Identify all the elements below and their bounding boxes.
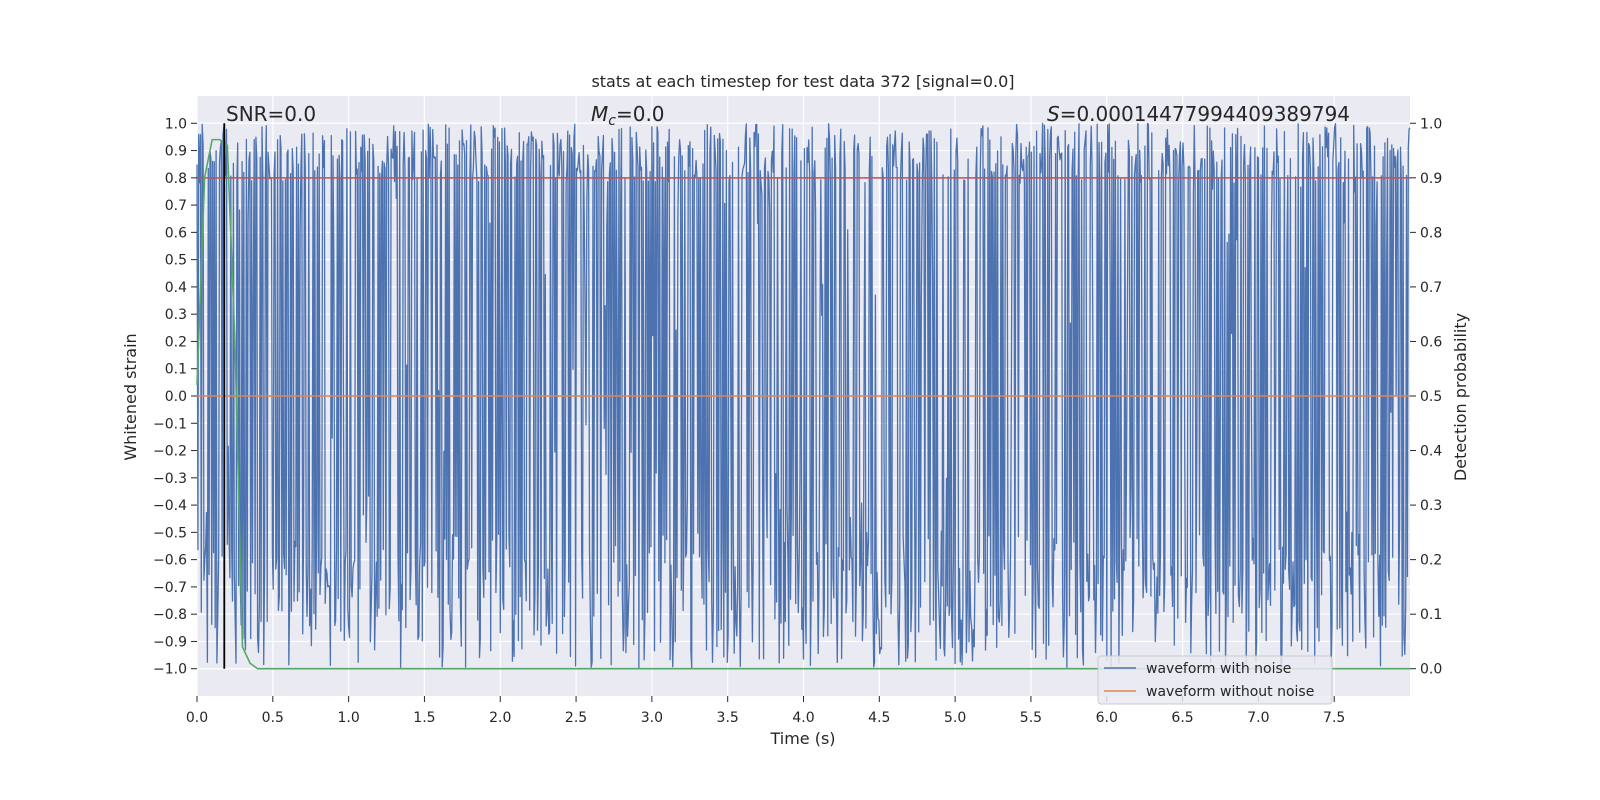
x-tick-label: 0.0 bbox=[186, 710, 208, 726]
x-tick-label: 4.5 bbox=[868, 710, 890, 726]
right-y-axis-ticks: 1.0 0.9 0.8 0.7 0.6 0.5 0.4 0.3 0.2 0.1 0.0 bbox=[1410, 116, 1442, 678]
plot-area bbox=[196, 96, 1411, 696]
left-y-axis-label: Whitened strain bbox=[121, 333, 140, 460]
y-tick-label: −0.3 bbox=[153, 471, 187, 487]
y-tick-label: 0.6 bbox=[165, 225, 187, 241]
annotation-s-value: S=0.00014477994409389794 bbox=[1047, 102, 1350, 126]
x-tick-label: 6.5 bbox=[1171, 710, 1193, 726]
y-tick-label: −0.8 bbox=[153, 607, 187, 623]
x-tick-label: 7.0 bbox=[1247, 710, 1269, 726]
right-y-tick-label: 0.2 bbox=[1420, 553, 1442, 569]
x-tick-label: 3.0 bbox=[641, 710, 663, 726]
legend-box bbox=[1097, 655, 1333, 705]
annotation-chirp-mass: Mc=0.0 bbox=[591, 102, 665, 129]
y-tick-label: 0.0 bbox=[165, 389, 187, 405]
y-tick-label: −0.5 bbox=[153, 525, 187, 541]
y-tick-label: 1.0 bbox=[165, 116, 187, 132]
y-tick-label: −0.9 bbox=[153, 634, 187, 650]
right-y-tick-label: 1.0 bbox=[1420, 116, 1442, 132]
x-tick-label: 7.5 bbox=[1323, 710, 1345, 726]
x-tick-label: 1.0 bbox=[337, 710, 359, 726]
x-tick-label: 5.5 bbox=[1020, 710, 1042, 726]
overlay-lines bbox=[196, 123, 1410, 670]
legend-label-clean: waveform without noise bbox=[1146, 684, 1314, 700]
y-tick-label: 0.5 bbox=[165, 253, 187, 269]
legend: waveform with noise waveform without noi… bbox=[1097, 655, 1333, 705]
y-tick-label: −0.2 bbox=[153, 444, 187, 460]
right-y-tick-label: 0.5 bbox=[1420, 389, 1442, 405]
right-y-tick-label: 0.7 bbox=[1420, 280, 1442, 296]
x-tick-label: 6.0 bbox=[1096, 710, 1118, 726]
right-y-tick-label: 0.6 bbox=[1420, 334, 1442, 350]
noise-waveform-line bbox=[196, 122, 1411, 670]
y-tick-label: 0.1 bbox=[165, 362, 187, 378]
x-tick-label: 2.0 bbox=[489, 710, 511, 726]
right-y-tick-label: 0.8 bbox=[1420, 225, 1442, 241]
annotation-snr: SNR=0.0 bbox=[226, 102, 316, 126]
chart-title: stats at each timestep for test data 372… bbox=[591, 72, 1014, 91]
y-tick-label: 0.3 bbox=[165, 307, 187, 323]
legend-label-noise: waveform with noise bbox=[1146, 661, 1291, 677]
right-y-tick-label: 0.4 bbox=[1420, 444, 1442, 460]
right-y-tick-label: 0.3 bbox=[1420, 498, 1442, 514]
x-tick-label: 4.0 bbox=[792, 710, 814, 726]
x-tick-label: 1.5 bbox=[413, 710, 435, 726]
x-tick-label: 5.0 bbox=[944, 710, 966, 726]
right-y-tick-label: 0.0 bbox=[1420, 662, 1442, 678]
y-tick-label: −0.6 bbox=[153, 553, 187, 569]
y-tick-label: 0.8 bbox=[165, 171, 187, 187]
right-y-tick-label: 0.1 bbox=[1420, 607, 1442, 623]
y-tick-label: 0.7 bbox=[165, 198, 187, 214]
y-tick-label: −0.7 bbox=[153, 580, 187, 596]
x-axis-ticks: 0.0 0.5 1.0 1.5 2.0 2.5 3.0 3.5 4.0 4.5 5.0 5.5 6.0 6… bbox=[186, 696, 1345, 726]
right-y-tick-label: 0.9 bbox=[1420, 171, 1442, 187]
y-tick-label: −1.0 bbox=[153, 662, 187, 678]
left-y-axis-ticks: 1.0 0.9 0.8 0.7 0.6 0.5 0.4 0.3 0.2 0.1 0.0 −0.1 −0.… bbox=[153, 116, 197, 678]
detection-probability-line bbox=[196, 138, 1410, 670]
y-tick-label: 0.9 bbox=[165, 144, 187, 160]
x-tick-label: 0.5 bbox=[262, 710, 284, 726]
y-tick-label: 0.4 bbox=[165, 280, 187, 296]
y-tick-label: 0.2 bbox=[165, 334, 187, 350]
x-tick-label: 3.5 bbox=[717, 710, 739, 726]
right-y-axis-label: Detection probability bbox=[1451, 313, 1470, 481]
series-waveform-with-noise bbox=[196, 122, 1411, 670]
x-axis-label: Time (s) bbox=[769, 729, 835, 748]
y-tick-label: −0.4 bbox=[153, 498, 187, 514]
y-tick-label: −0.1 bbox=[153, 416, 187, 432]
x-tick-label: 2.5 bbox=[565, 710, 587, 726]
